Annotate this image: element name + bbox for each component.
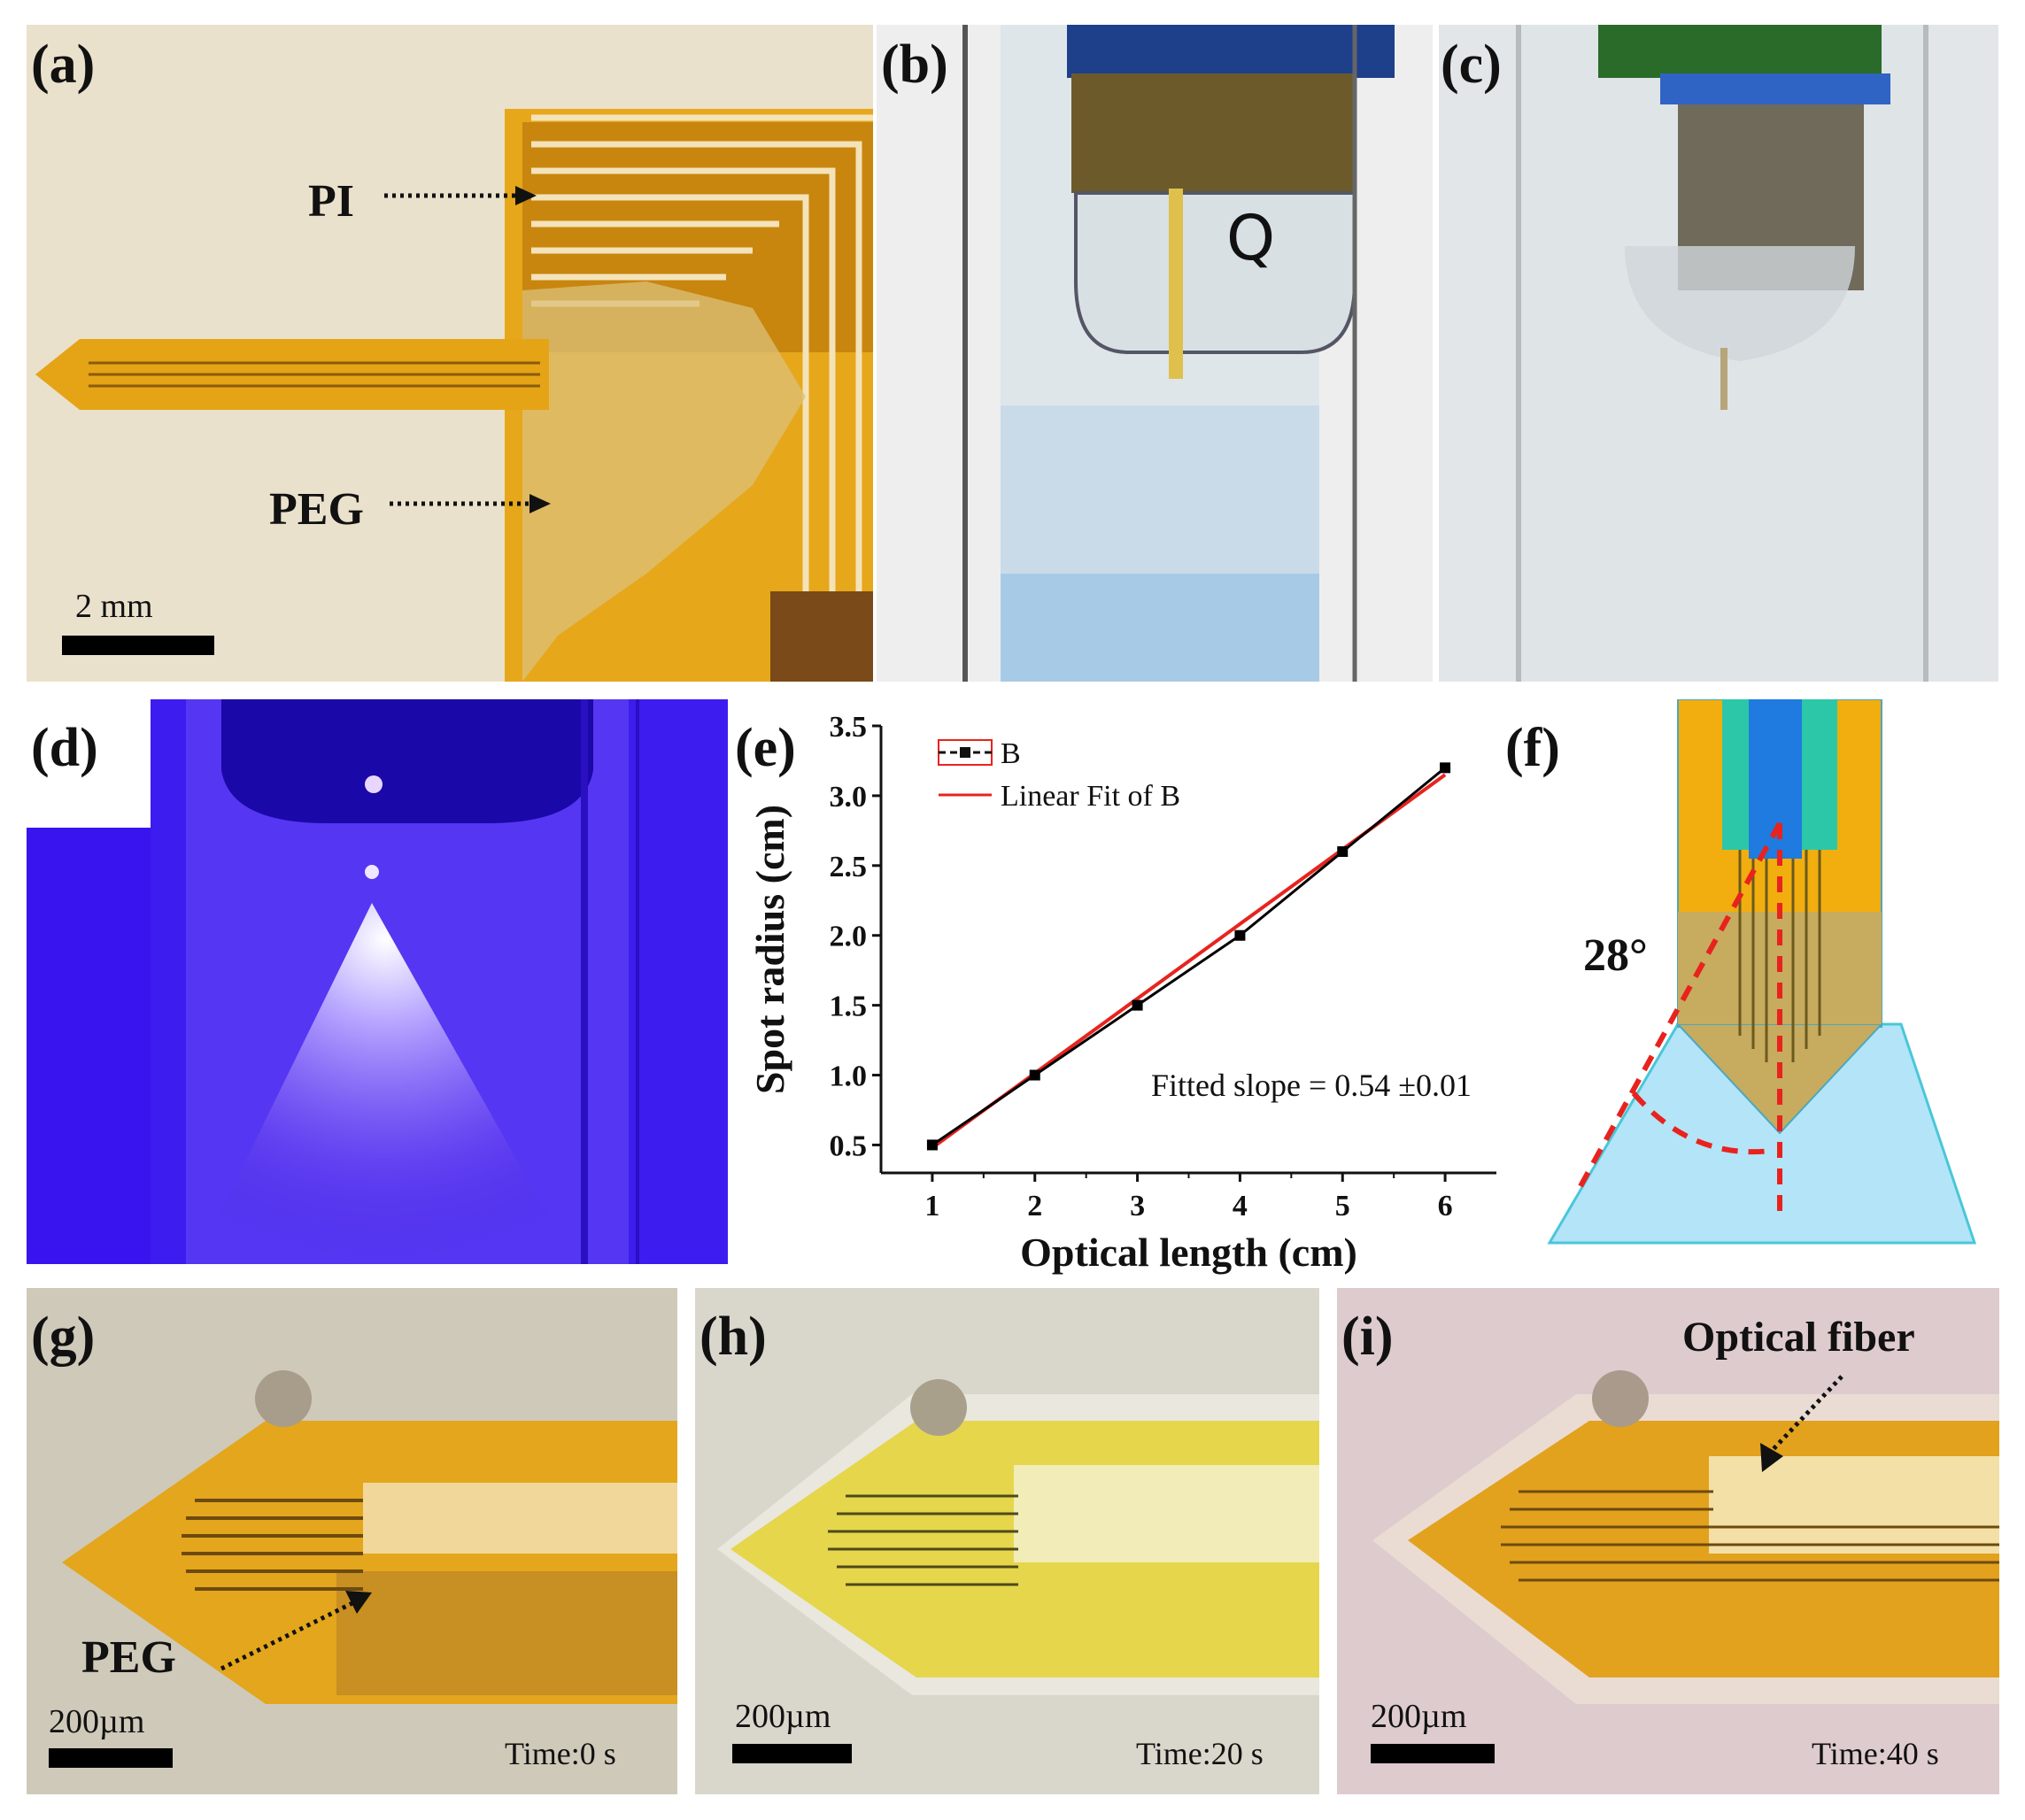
- y-tick-label: 0.5: [830, 1130, 868, 1162]
- y-tick-label: 2.0: [830, 921, 868, 953]
- panel-e: (e) Optical length (cm) Spot radius (cm) …: [735, 699, 1532, 1284]
- data-line-b: [931, 767, 1447, 1146]
- panel-d-label: (d): [31, 718, 98, 778]
- pi-arrow: [384, 186, 537, 205]
- panel-a-label: (a): [31, 35, 96, 95]
- peg-arrow-a: [390, 494, 551, 513]
- x-tick-label: 6: [1438, 1190, 1453, 1222]
- x-tick-label: 3: [1130, 1190, 1145, 1222]
- panel-b-photo: [877, 25, 1433, 682]
- x-tick-label: 1: [924, 1190, 939, 1222]
- panel-h-label: (h): [699, 1307, 767, 1367]
- y-tick-label: 3.5: [830, 711, 868, 744]
- panel-c-label: (c): [1441, 35, 1502, 95]
- x-tick-label: 2: [1027, 1190, 1042, 1222]
- data-point-b: [926, 1139, 938, 1151]
- y-tick-label: 3.0: [830, 781, 868, 814]
- optical-fiber-arrow: [1760, 1375, 1843, 1472]
- scale-text-a: 2 mm: [75, 588, 153, 625]
- time-g: Time:0 s: [505, 1736, 616, 1771]
- peg-label-a: PEG: [269, 484, 364, 535]
- panel-a-photo: [27, 25, 873, 682]
- x-tick-label: 4: [1233, 1190, 1248, 1222]
- data-point-b: [1132, 999, 1143, 1011]
- panel-d-photo: [27, 699, 728, 1264]
- panel-i-photo: [1337, 1288, 1999, 1794]
- scale-bar-a: [62, 636, 214, 655]
- panel-g: (g) PEG 200µm Time:0 s: [27, 1288, 677, 1794]
- panel-h: (h) 200µm Time:20 s: [695, 1288, 1319, 1794]
- scale-bar-i: [1371, 1744, 1495, 1763]
- legend-marker-b: [960, 747, 970, 758]
- x-axis-label: Optical length (cm): [1020, 1230, 1357, 1275]
- legend-label-b: B: [1001, 737, 1021, 770]
- scale-bar-h: [732, 1744, 852, 1763]
- panel-b-label: (b): [881, 35, 948, 95]
- legend-label-fit: Linear Fit of B: [1001, 780, 1180, 813]
- peg-label-g: PEG: [81, 1632, 176, 1683]
- panel-d: (d): [27, 699, 728, 1264]
- angle-label: 28°: [1583, 930, 1648, 981]
- angle-arc: [1631, 1091, 1772, 1155]
- chart-legend: B Linear Fit of B: [938, 737, 1180, 813]
- panel-e-label: (e): [735, 718, 796, 778]
- y-tick-label: 1.0: [830, 1060, 868, 1093]
- y-tick-label: 2.5: [830, 851, 868, 883]
- chart-series: [926, 762, 1451, 1151]
- panel-b: (b) Q: [877, 25, 1433, 682]
- time-i: Time:40 s: [1812, 1736, 1939, 1771]
- panel-h-photo: [695, 1288, 1319, 1794]
- panel-g-photo: [27, 1288, 677, 1794]
- scale-text-i: 200µm: [1371, 1698, 1467, 1735]
- chart-ticks: 1 2 3 4 5 6 0.5 1.0 1.5 2.0 2.5 3.0 3.5: [830, 711, 1453, 1222]
- panel-f: (f) 28°: [1505, 699, 2001, 1266]
- panel-c-photo: [1439, 25, 1998, 682]
- scale-text-h: 200µm: [735, 1698, 831, 1735]
- optrode-schematic: [1547, 699, 1977, 1245]
- data-point-b: [1440, 762, 1451, 774]
- scale-text-g: 200µm: [49, 1703, 145, 1740]
- panel-g-label: (g): [31, 1307, 96, 1367]
- fit-annotation: Fitted slope = 0.54 ±0.01: [1151, 1068, 1472, 1103]
- data-point-b: [1234, 929, 1246, 941]
- data-point-b: [1029, 1069, 1040, 1081]
- time-h: Time:20 s: [1136, 1736, 1264, 1771]
- y-axis-label: Spot radius (cm): [747, 805, 792, 1094]
- pi-label: PI: [308, 176, 354, 227]
- panel-i: (i) Optical fiber 200µm Time:40 s: [1337, 1288, 1999, 1794]
- y-tick-label: 1.5: [830, 991, 868, 1023]
- scale-bar-g: [49, 1748, 173, 1768]
- beam-edge: [1578, 821, 1782, 1188]
- data-point-b: [1337, 846, 1349, 858]
- panel-f-label: (f): [1505, 718, 1560, 778]
- vial-marker-text: Q: [1226, 202, 1276, 274]
- panel-c: (c): [1439, 25, 1998, 682]
- spot-radius-chart: Optical length (cm) Spot radius (cm) 1 2 3 4…: [747, 711, 1496, 1275]
- optical-fiber-label: Optical fiber: [1682, 1314, 1915, 1361]
- panel-i-label: (i): [1341, 1307, 1394, 1367]
- peg-arrow-g: [220, 1591, 372, 1671]
- x-tick-label: 5: [1335, 1190, 1350, 1222]
- panel-a: (a) PI PEG 2 mm: [27, 25, 873, 682]
